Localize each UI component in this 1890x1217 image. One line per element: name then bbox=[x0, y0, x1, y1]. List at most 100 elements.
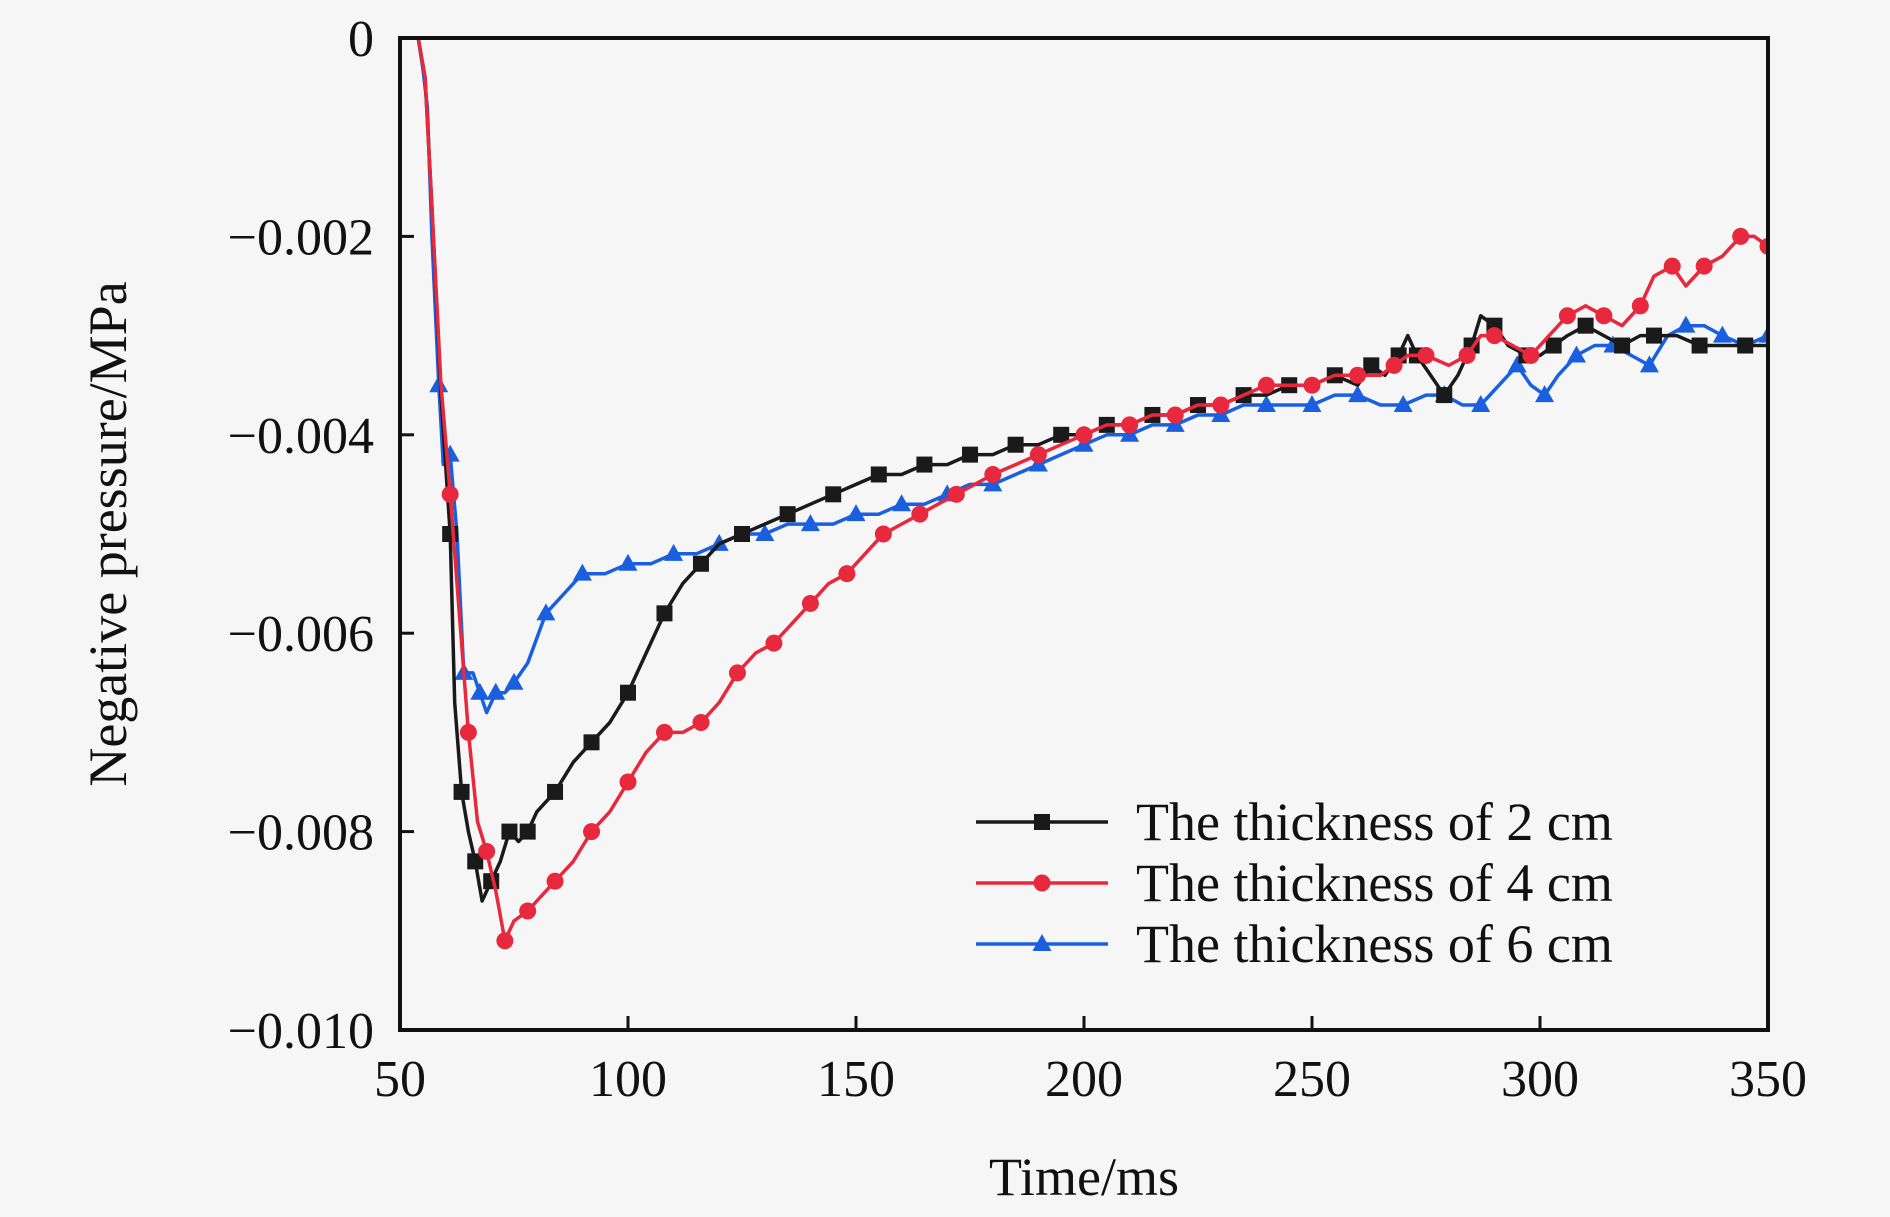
data-point-marker bbox=[779, 506, 796, 523]
data-point-marker bbox=[441, 485, 459, 503]
data-point-marker bbox=[1663, 257, 1681, 275]
data-point-marker bbox=[692, 555, 709, 572]
y-tick-label: −0.010 bbox=[228, 1003, 374, 1060]
data-point-marker bbox=[1614, 337, 1631, 354]
data-point-marker bbox=[656, 605, 673, 622]
legend-item: The thickness of 2 cm bbox=[976, 792, 1613, 852]
data-point-marker bbox=[1075, 426, 1093, 444]
data-point-marker bbox=[1007, 436, 1024, 453]
legend-label: The thickness of 4 cm bbox=[1136, 853, 1613, 913]
data-point-marker bbox=[1507, 355, 1527, 373]
data-point-marker bbox=[1695, 257, 1713, 275]
data-point-marker bbox=[620, 684, 636, 701]
data-point-marker bbox=[1577, 317, 1594, 334]
series-layer bbox=[416, 38, 1768, 950]
data-point-marker bbox=[1545, 337, 1562, 354]
data-point-marker bbox=[838, 565, 856, 583]
data-point-marker bbox=[1121, 416, 1139, 434]
data-point-marker bbox=[1732, 227, 1750, 245]
data-point-marker bbox=[892, 494, 912, 512]
data-point-marker bbox=[583, 823, 601, 841]
data-point-marker bbox=[846, 504, 866, 522]
x-tick-label: 250 bbox=[1273, 1051, 1351, 1108]
legend-item: The thickness of 4 cm bbox=[976, 853, 1613, 913]
data-point-marker bbox=[496, 932, 514, 950]
legend-label: The thickness of 2 cm bbox=[1136, 792, 1613, 852]
data-point-marker bbox=[911, 505, 929, 523]
data-point-marker bbox=[1595, 307, 1613, 325]
data-point-marker bbox=[1363, 357, 1380, 374]
data-point-marker bbox=[1639, 355, 1659, 373]
data-point-marker bbox=[486, 682, 506, 700]
data-point-marker bbox=[825, 486, 842, 503]
data-point-marker bbox=[692, 713, 710, 731]
data-point-marker bbox=[1522, 346, 1540, 364]
y-tick-label: −0.004 bbox=[228, 408, 374, 465]
data-point-marker bbox=[536, 603, 556, 621]
data-point-marker bbox=[467, 853, 484, 870]
data-point-marker bbox=[1646, 327, 1662, 344]
data-point-marker bbox=[655, 723, 673, 741]
data-point-marker bbox=[453, 783, 470, 800]
data-point-marker bbox=[1029, 446, 1047, 464]
data-point-marker bbox=[1471, 395, 1491, 413]
data-point-marker bbox=[1349, 366, 1367, 384]
x-tick-label: 300 bbox=[1501, 1051, 1579, 1108]
legend-label: The thickness of 6 cm bbox=[1136, 914, 1613, 974]
data-point-marker bbox=[1256, 395, 1276, 413]
data-point-marker bbox=[1053, 426, 1070, 443]
y-tick-label: −0.008 bbox=[228, 805, 374, 862]
data-point-marker bbox=[459, 723, 477, 741]
data-point-marker bbox=[765, 634, 783, 652]
data-point-marker bbox=[1485, 327, 1503, 345]
axis-ticks: 50 100 150 200 250 300 350 0 −0.002 −0.004 −0.006 −… bbox=[228, 11, 1807, 1108]
data-point-marker bbox=[1302, 395, 1322, 413]
series-1 bbox=[416, 38, 1768, 903]
data-point-marker bbox=[1558, 307, 1576, 325]
data-point-marker bbox=[583, 734, 600, 751]
data-point-marker bbox=[1631, 297, 1649, 315]
data-point-marker bbox=[1348, 385, 1368, 403]
data-point-marker bbox=[470, 682, 490, 700]
data-point-marker bbox=[1303, 376, 1321, 394]
y-tick-label: −0.006 bbox=[228, 606, 374, 663]
series-line bbox=[416, 38, 1768, 943]
series-line bbox=[416, 38, 1768, 715]
data-point-marker bbox=[519, 823, 536, 840]
data-point-marker bbox=[874, 525, 892, 543]
data-point-marker bbox=[1385, 356, 1403, 374]
data-point-marker bbox=[755, 524, 775, 541]
x-tick-label: 350 bbox=[1729, 1051, 1807, 1108]
data-point-marker bbox=[478, 842, 496, 860]
data-point-marker bbox=[728, 664, 746, 682]
data-point-marker bbox=[664, 543, 684, 561]
x-axis-title: Time/ms bbox=[989, 1147, 1179, 1207]
data-point-marker bbox=[800, 514, 820, 532]
legend-swatch-marker bbox=[1034, 814, 1050, 830]
data-point-marker bbox=[1712, 325, 1732, 343]
data-point-marker bbox=[442, 526, 459, 542]
data-point-marker bbox=[519, 902, 537, 920]
data-point-marker bbox=[1566, 345, 1586, 363]
data-point-marker bbox=[1166, 406, 1184, 424]
x-tick-label: 200 bbox=[1045, 1051, 1123, 1108]
legend-swatch-marker bbox=[1032, 934, 1052, 951]
data-point-marker bbox=[1393, 395, 1413, 413]
x-tick-label: 50 bbox=[374, 1051, 426, 1108]
data-point-marker bbox=[1436, 387, 1453, 404]
data-point-marker bbox=[962, 446, 978, 463]
data-point-marker bbox=[1737, 337, 1754, 354]
data-point-marker bbox=[801, 594, 819, 612]
data-point-marker bbox=[1417, 346, 1435, 364]
data-point-marker bbox=[734, 526, 750, 542]
data-point-marker bbox=[1535, 385, 1555, 403]
data-point-marker bbox=[1212, 396, 1230, 414]
data-point-marker bbox=[1758, 325, 1768, 343]
data-point-marker bbox=[870, 466, 887, 483]
data-point-marker bbox=[1458, 346, 1476, 364]
legend-item: The thickness of 6 cm bbox=[976, 914, 1613, 974]
data-point-marker bbox=[572, 563, 592, 581]
data-point-marker bbox=[1676, 315, 1696, 333]
